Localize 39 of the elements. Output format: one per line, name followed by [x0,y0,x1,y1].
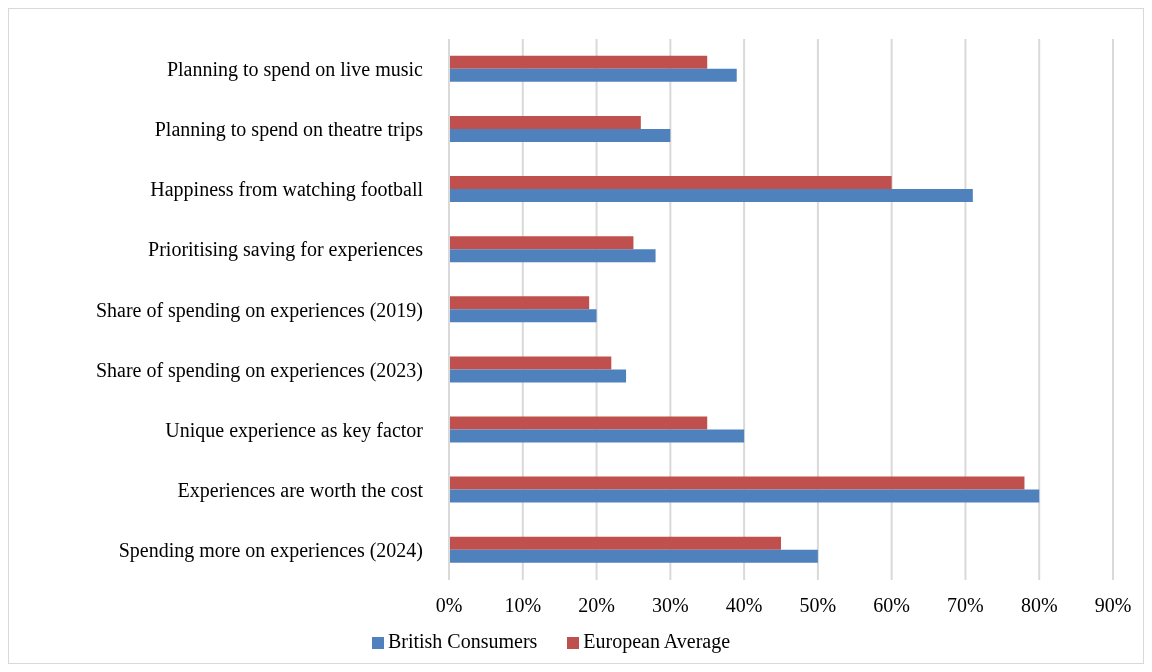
bar [449,128,671,142]
legend-label: European Average [583,630,731,652]
y-tick-label: Share of spending on experiences (2019) [95,298,423,322]
bar [449,416,708,430]
x-tick-label: 40% [725,594,763,617]
x-tick-label: 70% [947,594,984,617]
bar [449,356,612,370]
bar [449,489,1040,503]
y-tick-label: Spending more on experiences (2024) [118,539,423,563]
y-tick-label: Experiences are worth the cost [177,478,424,502]
bar [449,249,656,263]
y-tick-label: Planning to spend on live music [166,58,424,82]
bar [449,309,597,323]
bar [449,296,590,310]
x-tick-label: 80% [1020,594,1058,617]
bar [449,55,708,69]
bar [449,236,634,250]
bar [449,115,641,129]
bar [449,476,1025,490]
x-tick-label: 60% [873,594,910,617]
x-tick-label: 30% [652,594,689,617]
y-tick-label: Unique experience as key factor [165,418,424,442]
bar [449,429,745,443]
x-tick-label: 90% [1094,594,1132,617]
y-tick-label: Happiness from watching football [150,178,424,202]
x-tick-label: 10% [504,594,542,617]
legend-label: British Consumers [387,630,538,652]
x-tick-label: 50% [799,594,837,617]
y-tick-label: Prioritising saving for experiences [148,238,424,262]
bar [449,176,892,190]
x-tick-label: 0% [435,594,463,617]
bar [449,536,781,550]
x-tick-label: 20% [578,594,615,617]
y-tick-label: Share of spending on experiences (2023) [95,358,423,382]
bar [449,549,818,563]
bar [449,369,627,383]
y-tick-label: Planning to spend on theatre trips [154,118,424,142]
bar [449,189,973,203]
bar [449,68,737,82]
